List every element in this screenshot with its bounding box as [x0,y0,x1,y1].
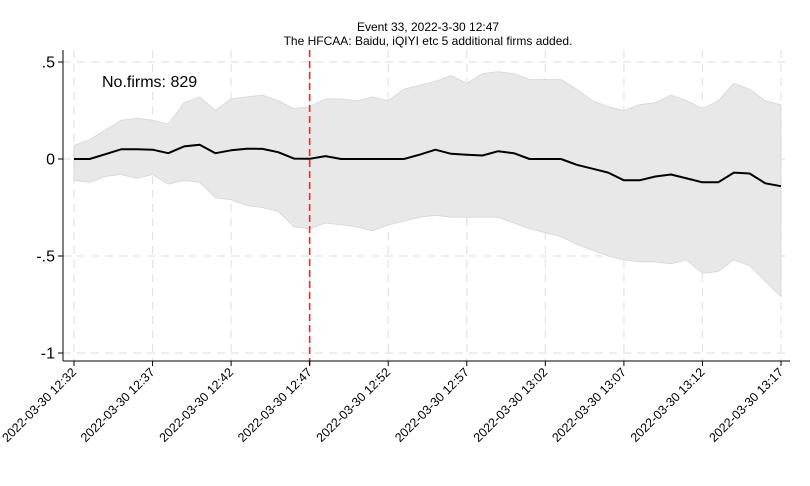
title-line-1: Event 33, 2022-3-30 12:47 [357,20,499,34]
x-tick-label-5: 2022-03-30 12:57 [392,365,472,445]
title-line-2: The HFCAA: Baidu, iQIYI etc 5 additional… [284,34,573,48]
y-tick-label-1: 0 [46,152,55,169]
firm-count-annotation: No.firms: 829 [102,74,197,91]
y-tick-label-3: -1 [41,346,55,363]
x-tick-label-9: 2022-03-30 13:17 [706,365,786,445]
x-tick-label-3: 2022-03-30 12:47 [235,365,315,445]
mean-series [74,143,782,188]
mean-line [74,143,782,188]
x-tick-label-7: 2022-03-30 13:07 [549,365,629,445]
y-tick-label-2: -.5 [36,249,55,266]
y-tick-label-0: .5 [42,55,55,72]
x-tick-label-8: 2022-03-30 13:12 [628,365,708,445]
x-tick-label-0: 2022-03-30 12:32 [0,365,79,445]
confidence-band [73,71,782,298]
confidence-band-area [73,71,782,298]
x-tick-label-1: 2022-03-30 12:37 [78,365,158,445]
x-tick-label-2: 2022-03-30 12:42 [157,365,237,445]
x-tick-label-4: 2022-03-30 12:52 [314,365,394,445]
x-tick-label-6: 2022-03-30 13:02 [471,365,551,445]
chart-title: Event 33, 2022-3-30 12:47 The HFCAA: Bai… [284,20,573,48]
